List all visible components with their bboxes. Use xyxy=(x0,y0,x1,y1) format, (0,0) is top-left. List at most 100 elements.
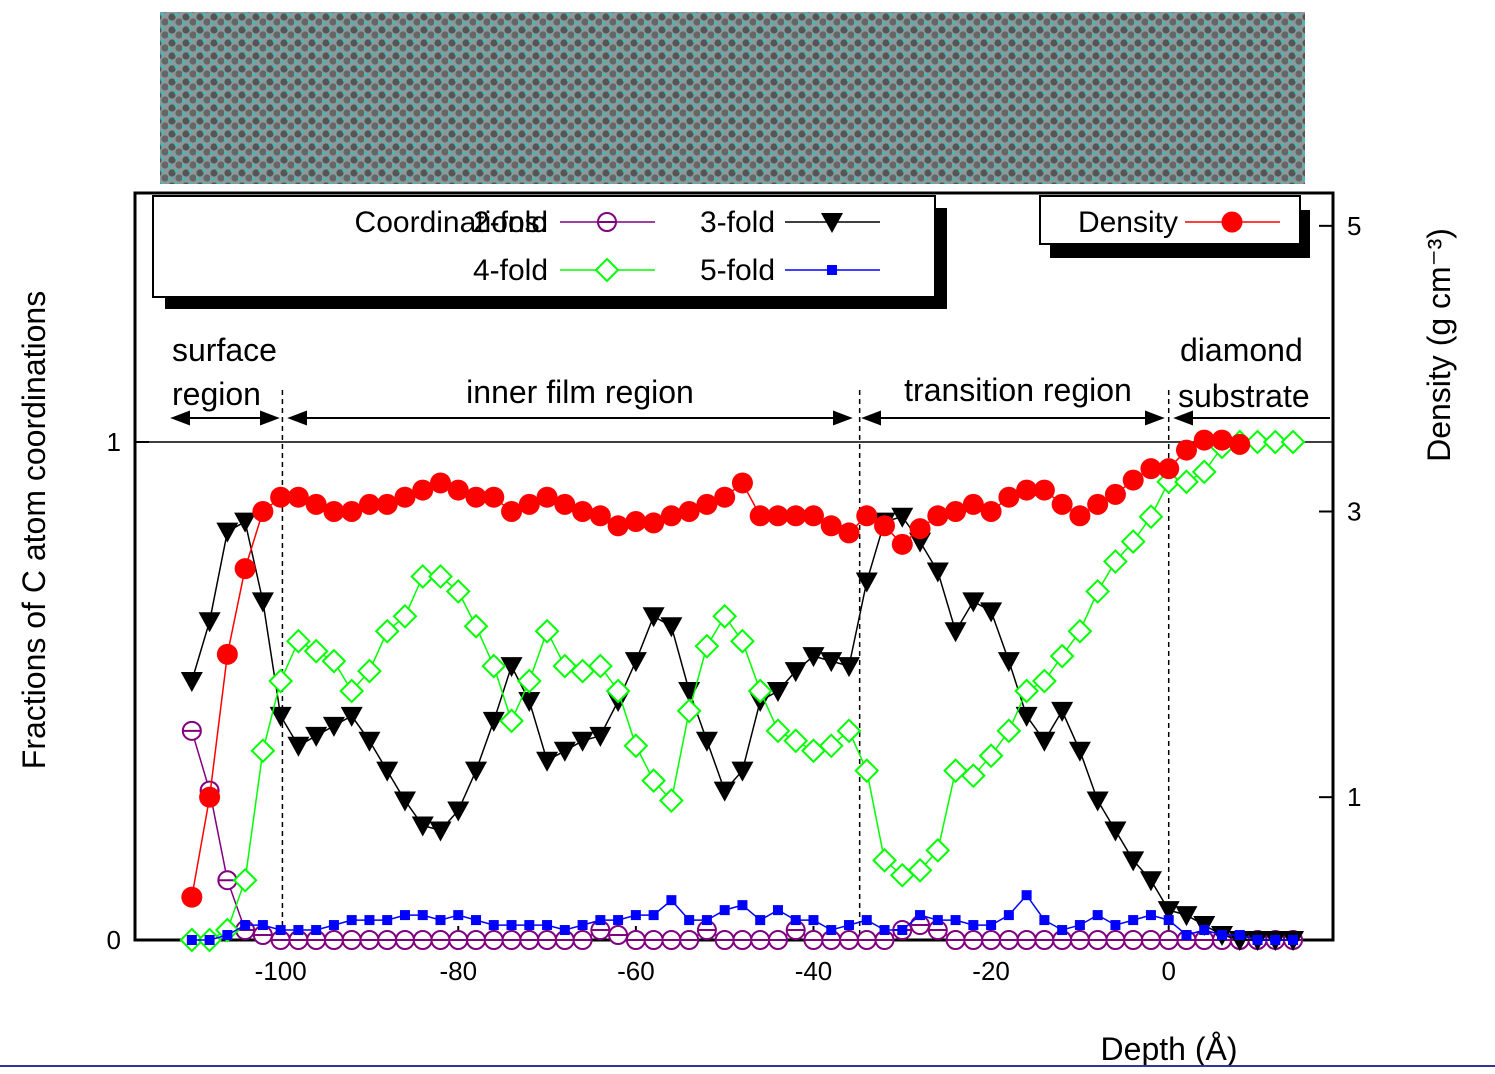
marker xyxy=(323,501,345,523)
marker xyxy=(1139,871,1162,892)
marker xyxy=(287,486,309,508)
series-markers xyxy=(180,507,1305,951)
marker xyxy=(907,857,933,883)
y2-tick-label: 3 xyxy=(1347,497,1361,527)
marker xyxy=(927,505,949,527)
marker xyxy=(394,486,416,508)
series-markers xyxy=(181,720,1304,950)
marker xyxy=(180,672,203,693)
marker xyxy=(605,678,631,704)
marker xyxy=(641,768,667,794)
marker xyxy=(678,501,700,523)
marker xyxy=(648,910,659,921)
marker xyxy=(465,761,488,782)
marker xyxy=(287,736,310,757)
marker xyxy=(1175,906,1198,927)
marker xyxy=(222,930,233,941)
marker xyxy=(554,930,575,950)
marker xyxy=(818,733,844,759)
marker xyxy=(784,662,807,683)
marker xyxy=(232,867,258,893)
marker xyxy=(1280,429,1306,455)
marker xyxy=(198,612,221,633)
marker xyxy=(382,915,393,926)
marker xyxy=(608,925,629,946)
marker xyxy=(643,930,664,950)
marker xyxy=(1110,920,1121,931)
marker xyxy=(879,925,890,936)
marker xyxy=(783,728,809,754)
marker xyxy=(589,726,612,747)
marker xyxy=(1181,930,1192,941)
legend-label: Density xyxy=(1078,206,1178,239)
marker xyxy=(534,618,560,644)
marker xyxy=(552,653,578,679)
marker xyxy=(712,603,738,629)
legend-label: 2-fold xyxy=(473,206,548,239)
marker xyxy=(642,607,665,628)
legend-label: 4-fold xyxy=(473,254,548,287)
marker xyxy=(590,920,611,941)
marker xyxy=(891,533,913,555)
marker xyxy=(518,493,540,515)
marker xyxy=(1105,930,1126,950)
y2-tick-label: 1 xyxy=(1347,782,1361,812)
marker xyxy=(453,910,464,921)
marker xyxy=(411,816,434,837)
marker xyxy=(186,935,197,945)
annotation: diamond xyxy=(1180,332,1303,368)
marker xyxy=(826,925,837,936)
marker xyxy=(678,682,701,702)
legend xyxy=(152,195,936,298)
marker xyxy=(1229,433,1251,455)
marker xyxy=(960,763,986,789)
legend-marker xyxy=(594,257,620,283)
marker xyxy=(932,915,943,926)
marker xyxy=(305,726,328,747)
marker xyxy=(996,718,1022,744)
marker xyxy=(625,930,646,950)
marker xyxy=(701,915,712,926)
marker xyxy=(1033,479,1055,501)
marker xyxy=(482,711,505,732)
marker xyxy=(339,678,365,704)
marker xyxy=(731,472,753,494)
marker xyxy=(542,920,553,931)
marker xyxy=(559,925,570,936)
marker xyxy=(275,925,286,936)
marker xyxy=(1128,915,1139,926)
marker xyxy=(429,821,452,842)
marker xyxy=(660,505,682,527)
marker xyxy=(891,507,914,528)
marker xyxy=(519,930,540,950)
x-tick-label: 0 xyxy=(1161,956,1175,986)
marker xyxy=(589,505,611,527)
marker xyxy=(341,501,363,523)
marker xyxy=(571,731,594,752)
marker xyxy=(1138,504,1164,530)
region-arrows xyxy=(170,410,1330,426)
marker xyxy=(293,925,304,936)
marker xyxy=(1049,643,1075,669)
marker xyxy=(1092,910,1103,921)
marker xyxy=(658,788,684,813)
marker xyxy=(447,479,469,501)
marker xyxy=(322,716,345,737)
marker xyxy=(268,668,294,694)
marker xyxy=(536,486,558,508)
marker xyxy=(506,920,517,931)
marker xyxy=(820,515,842,537)
marker xyxy=(376,761,399,782)
x-tick-label: -100 xyxy=(255,956,307,986)
marker xyxy=(216,643,238,665)
marker xyxy=(269,706,292,727)
x-tick-label: -80 xyxy=(439,956,477,986)
marker xyxy=(311,925,322,936)
marker xyxy=(1067,618,1093,644)
legend-label: 3-fold xyxy=(700,206,775,239)
marker xyxy=(1262,429,1288,455)
marker xyxy=(518,691,541,712)
marker xyxy=(1216,930,1227,941)
marker xyxy=(719,905,730,916)
marker xyxy=(393,791,416,812)
